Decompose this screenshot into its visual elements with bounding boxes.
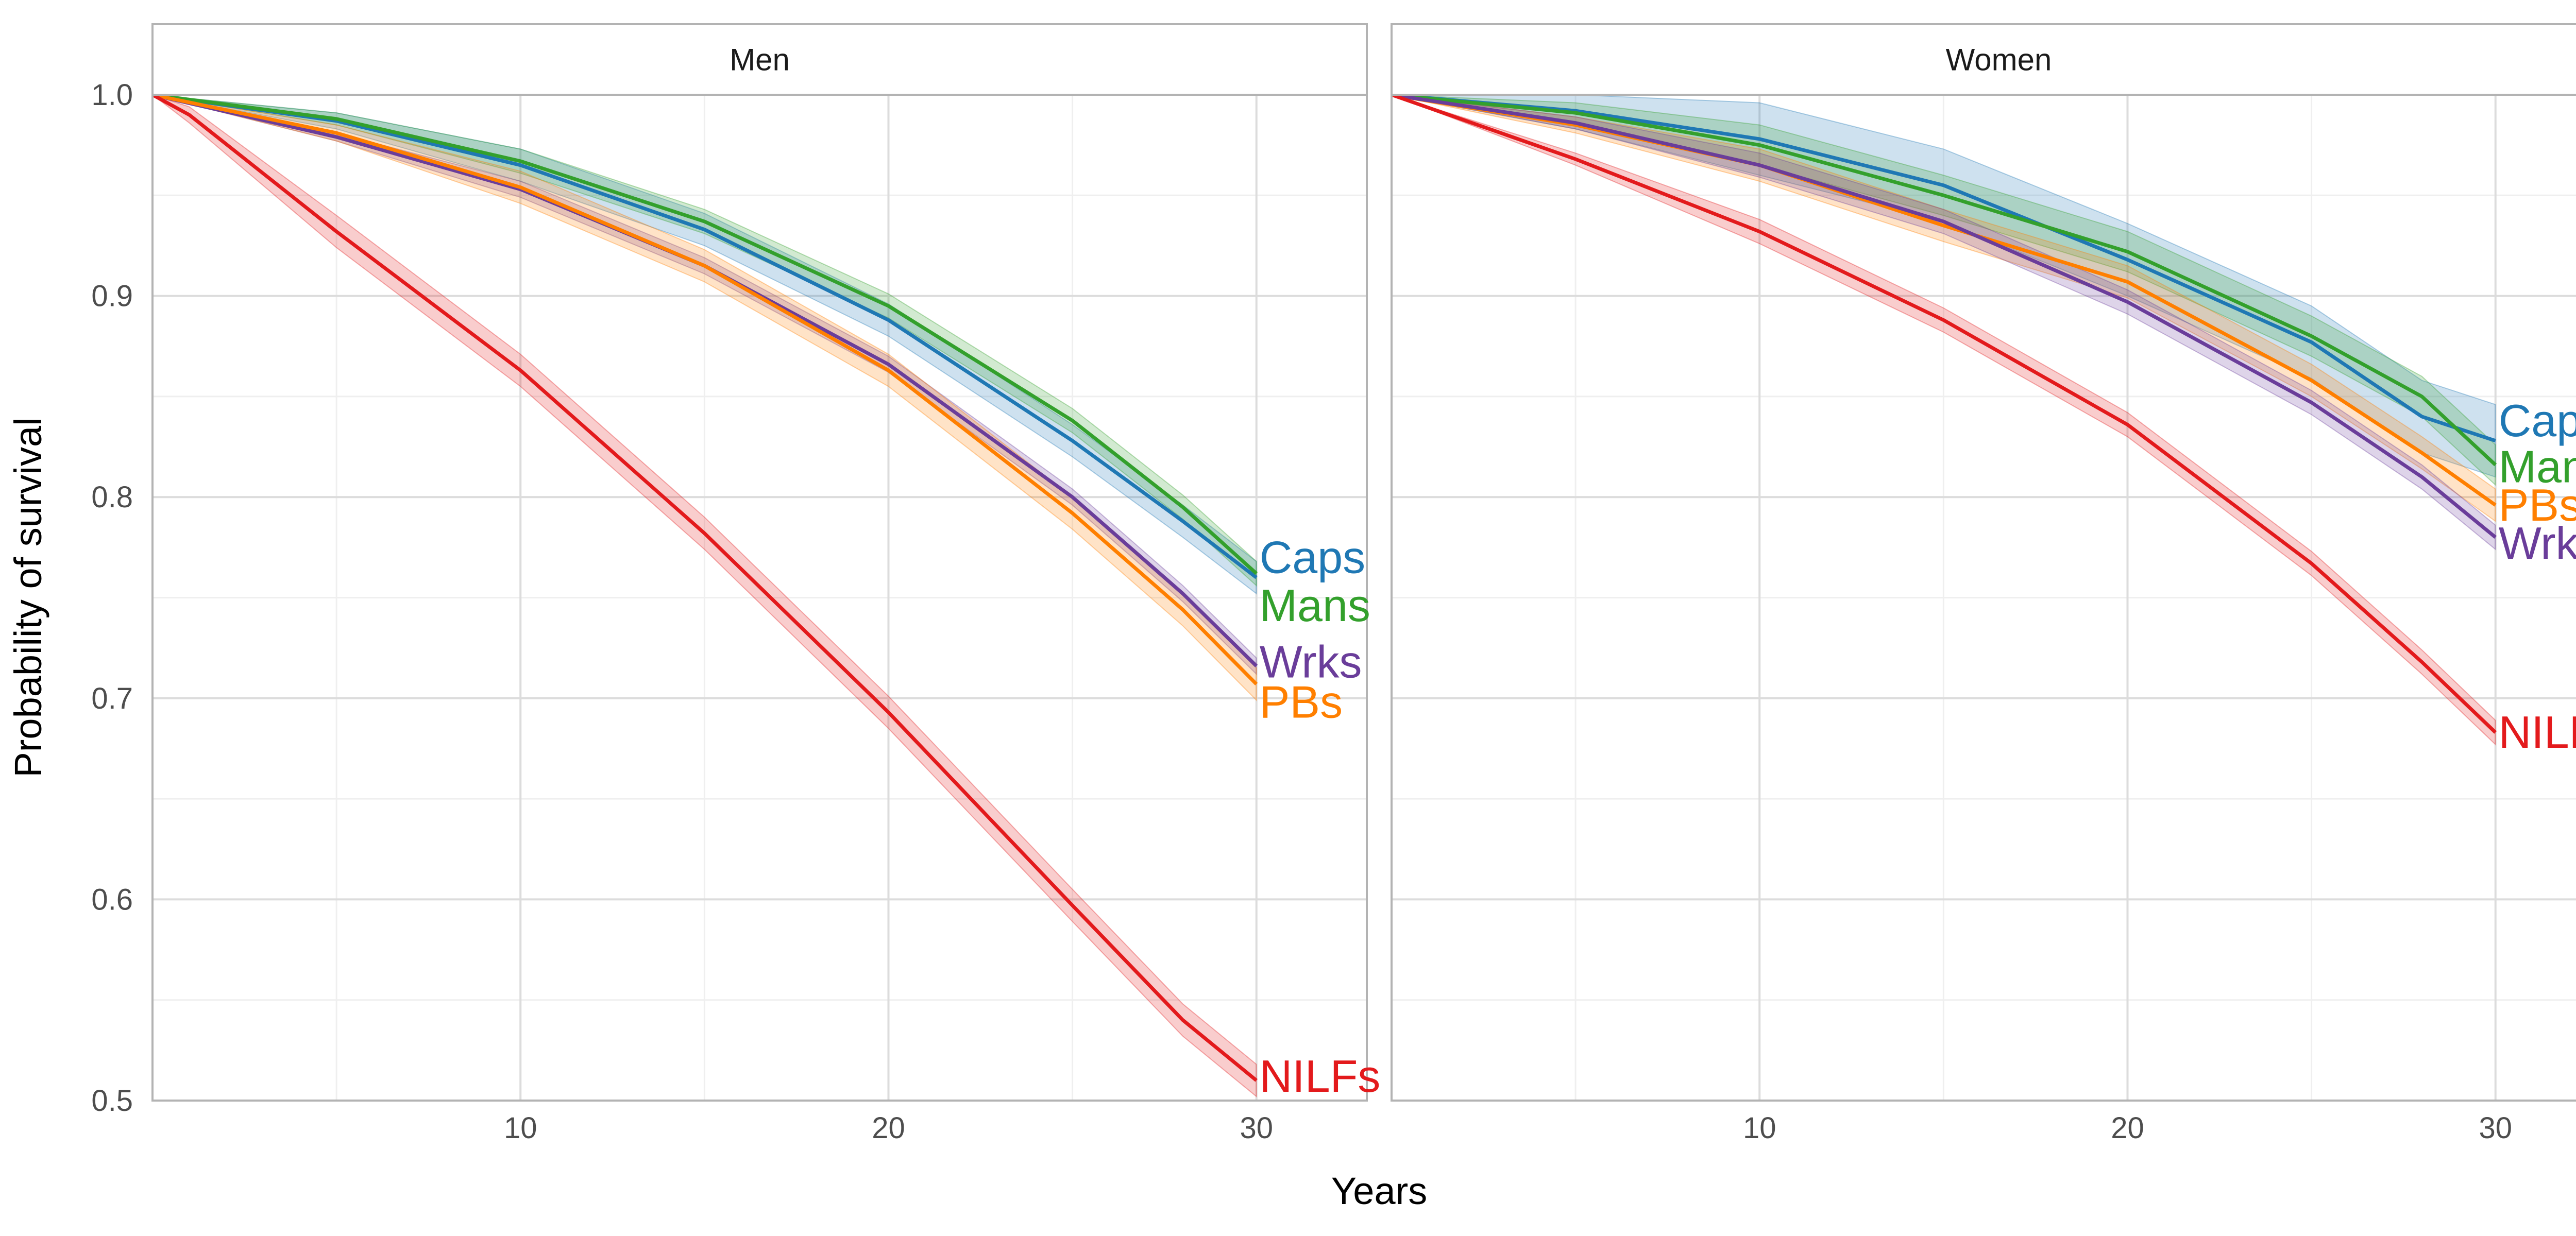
y-tick-label: 1.0 bbox=[91, 78, 133, 112]
y-tick-label: 0.9 bbox=[91, 280, 133, 313]
bands-layer bbox=[152, 94, 2496, 1098]
x-tick-label: 10 bbox=[504, 1111, 537, 1145]
end-label-mans-women: Mans bbox=[2499, 441, 2576, 492]
end-label-nilfs-men: NILFs bbox=[1260, 1051, 1381, 1102]
confidence-band-caps-women bbox=[1391, 94, 2496, 478]
x-axis-title: Years bbox=[1331, 1170, 1428, 1212]
confidence-band-wrks-men bbox=[152, 94, 1257, 676]
facet-strip-women bbox=[1391, 23, 2576, 96]
y-tick-label: 0.7 bbox=[91, 682, 133, 715]
x-tick-label: 10 bbox=[1743, 1111, 1776, 1145]
series-line-wrks-men bbox=[152, 93, 1258, 667]
lines-layer bbox=[151, 93, 2497, 1082]
end-label-caps-women: Caps bbox=[2499, 395, 2576, 446]
y-tick-label: 0.8 bbox=[91, 480, 133, 514]
confidence-band-wrks-women bbox=[1391, 94, 2496, 551]
x-tick-label: 30 bbox=[1240, 1111, 1273, 1145]
grid-layer bbox=[152, 94, 2576, 1102]
end-label-wrks-men: Wrks bbox=[1260, 636, 1362, 687]
text-layer: 0.50.60.70.80.91.0CapsMansWrksPBsNILFsMe… bbox=[7, 43, 2576, 1213]
facet-strip-label-men: Men bbox=[730, 43, 790, 77]
end-label-nilfs-women: NILFs bbox=[2499, 707, 2576, 758]
frame-layer bbox=[151, 23, 2576, 1102]
x-tick-label: 20 bbox=[2111, 1111, 2144, 1145]
series-line-wrks-women bbox=[1391, 93, 2497, 539]
series-line-pbs-men bbox=[152, 93, 1258, 685]
series-line-nilfs-women bbox=[1391, 93, 2497, 734]
y-tick-label: 0.5 bbox=[91, 1084, 133, 1118]
confidence-band-mans-women bbox=[1391, 94, 2496, 487]
x-tick-label: 20 bbox=[872, 1111, 905, 1145]
end-label-pbs-men: PBs bbox=[1260, 677, 1343, 728]
series-line-mans-men bbox=[152, 93, 1258, 575]
end-label-pbs-women: PBs bbox=[2499, 479, 2576, 530]
series-line-caps-men bbox=[152, 93, 1258, 579]
confidence-band-pbs-women bbox=[1391, 94, 2496, 523]
y-axis-title: Probability of survival bbox=[7, 417, 49, 777]
y-tick-label: 0.6 bbox=[91, 883, 133, 916]
facet-strip-men bbox=[151, 23, 1368, 96]
facet-strip-label-women: Women bbox=[1946, 43, 2052, 77]
series-line-mans-women bbox=[1391, 93, 2497, 467]
end-label-wrks-women: Wrks bbox=[2499, 518, 2576, 569]
end-label-mans-men: Mans bbox=[1260, 580, 1370, 631]
x-tick-label: 30 bbox=[2479, 1111, 2512, 1145]
confidence-band-pbs-men bbox=[152, 94, 1257, 702]
end-label-caps-men: Caps bbox=[1260, 531, 1365, 582]
confidence-band-caps-men bbox=[152, 94, 1257, 595]
confidence-band-nilfs-women bbox=[1391, 94, 2496, 746]
confidence-band-nilfs-men bbox=[152, 94, 1257, 1098]
series-line-nilfs-men bbox=[151, 93, 1258, 1082]
